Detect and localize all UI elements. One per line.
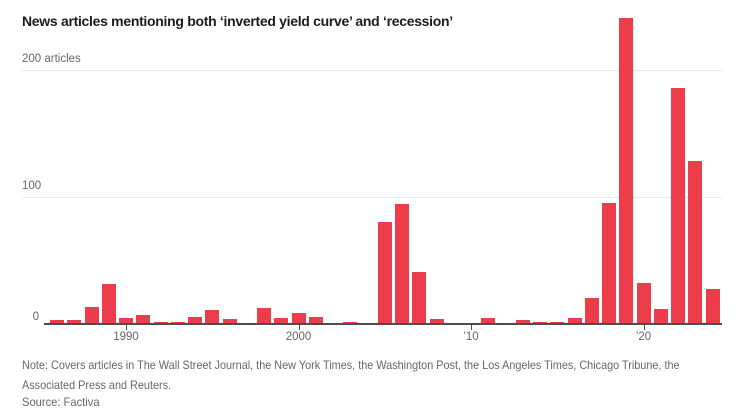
bar-1987 (67, 320, 82, 323)
bar-2017 (584, 298, 599, 323)
x-tick-label-2020: ’20 (635, 331, 652, 343)
bar-2003 (343, 322, 358, 323)
bar-2021 (653, 309, 668, 323)
x-tick-1990 (126, 324, 127, 330)
x-axis-line (44, 323, 722, 325)
bar-1993 (170, 322, 185, 323)
bar-2008 (429, 319, 444, 323)
x-tick-label-2010: ’10 (463, 331, 479, 343)
chart-source: Source: Factiva (22, 395, 100, 409)
bar-2020 (636, 283, 651, 323)
bar-2015 (550, 322, 565, 323)
x-tick-label-2000: 2000 (285, 331, 312, 343)
bar-1990 (119, 318, 133, 323)
gridline-200 (22, 70, 722, 71)
bar-2016 (567, 318, 582, 323)
bar-2011 (481, 318, 496, 323)
bar-1986 (50, 320, 64, 323)
bar-1991 (136, 315, 151, 323)
x-tick-2000 (298, 324, 300, 330)
bar-1992 (153, 322, 168, 323)
bar-2023 (688, 161, 703, 323)
x-tick-2010 (471, 324, 472, 330)
bar-2006 (395, 204, 409, 323)
y-tick-label-0: 0 (32, 311, 39, 323)
bar-2022 (671, 88, 685, 323)
bar-1998 (257, 308, 271, 323)
gridline-100 (22, 196, 722, 198)
bar-2007 (412, 272, 427, 323)
bar-2001 (308, 317, 323, 323)
bar-1988 (84, 307, 99, 323)
bar-2018 (602, 203, 616, 323)
chart-note: Note: Covers articles in The Wall Street… (22, 358, 680, 392)
bar-2024 (705, 289, 720, 323)
bar-1999 (274, 318, 289, 323)
x-tick-2020 (643, 324, 645, 330)
y-tick-label-200: 200 articles (22, 53, 81, 65)
x-tick-label-1990: 1990 (113, 331, 139, 343)
bar-1995 (205, 310, 220, 323)
bar-2013 (515, 320, 530, 323)
bar-2005 (377, 222, 392, 323)
bar-2014 (533, 322, 547, 323)
chart-title: News articles mentioning both ‘inverted … (22, 13, 453, 29)
bar-1996 (222, 319, 237, 323)
bar-1994 (188, 317, 202, 323)
bar-2000 (291, 313, 306, 323)
bar-2019 (619, 18, 634, 323)
y-tick-label-100: 100 (22, 179, 42, 192)
bar-1989 (101, 284, 116, 323)
